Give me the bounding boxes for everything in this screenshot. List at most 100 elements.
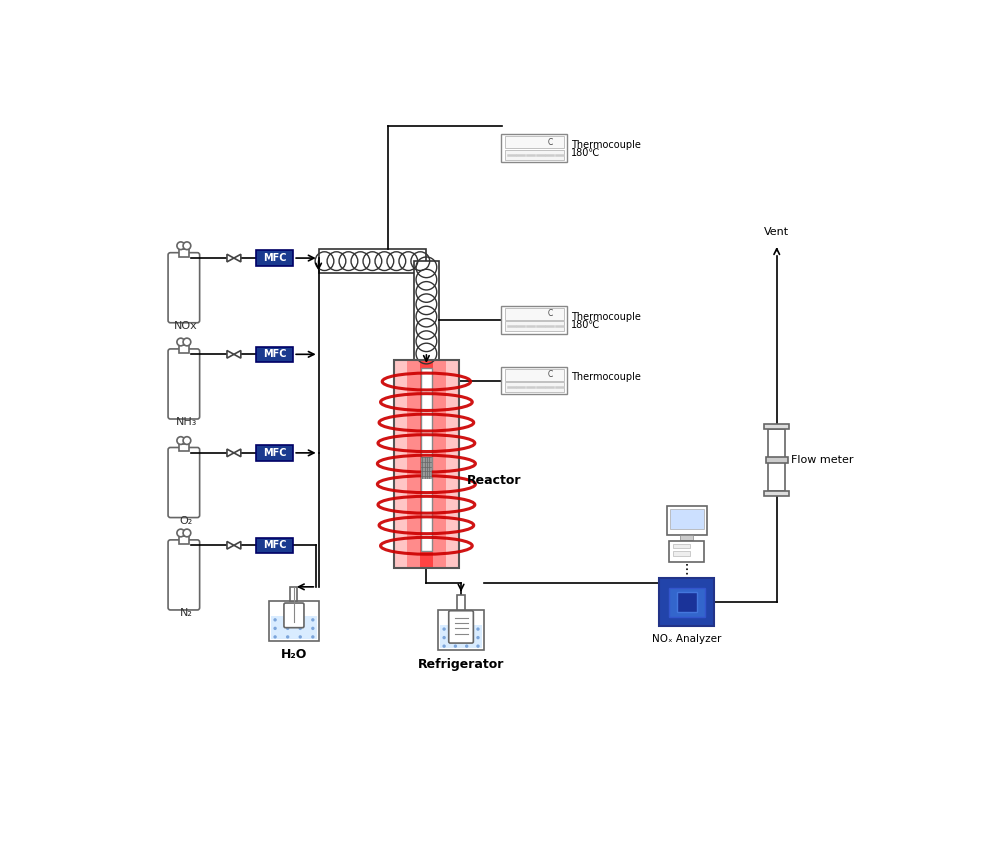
- Circle shape: [312, 618, 315, 622]
- Text: Thermocouple: Thermocouple: [571, 140, 641, 150]
- Circle shape: [454, 644, 457, 648]
- Bar: [421, 457, 431, 478]
- Bar: [433, 360, 446, 567]
- Bar: [414, 261, 439, 360]
- Text: MFC: MFC: [263, 448, 287, 458]
- Circle shape: [454, 628, 457, 631]
- Text: C: C: [548, 310, 553, 319]
- Circle shape: [442, 628, 446, 631]
- Bar: [291, 587, 298, 600]
- Bar: [501, 134, 567, 162]
- Circle shape: [299, 618, 302, 622]
- Bar: [457, 594, 465, 610]
- Text: MFC: MFC: [263, 540, 287, 550]
- Circle shape: [183, 338, 191, 346]
- Bar: [420, 360, 433, 567]
- Circle shape: [465, 636, 469, 639]
- Text: Thermocouple: Thermocouple: [571, 372, 641, 382]
- Text: NOx: NOx: [174, 321, 198, 332]
- Text: NOₓ Analyzer: NOₓ Analyzer: [652, 633, 721, 644]
- Bar: [504, 321, 564, 332]
- Bar: [179, 248, 189, 257]
- FancyBboxPatch shape: [168, 349, 200, 419]
- Text: MFC: MFC: [263, 349, 287, 360]
- Circle shape: [273, 618, 277, 622]
- Bar: [179, 444, 189, 451]
- Circle shape: [312, 627, 315, 630]
- Circle shape: [442, 644, 446, 648]
- Bar: [406, 360, 420, 567]
- Polygon shape: [226, 542, 233, 550]
- Circle shape: [312, 635, 315, 639]
- Bar: [676, 593, 696, 612]
- Polygon shape: [226, 449, 233, 457]
- Text: NH₃: NH₃: [175, 417, 197, 427]
- Bar: [667, 506, 707, 535]
- Bar: [256, 347, 293, 362]
- FancyBboxPatch shape: [284, 603, 304, 628]
- Circle shape: [477, 628, 480, 631]
- FancyBboxPatch shape: [449, 611, 474, 643]
- Bar: [504, 149, 564, 159]
- Polygon shape: [233, 350, 241, 358]
- Text: MFC: MFC: [263, 253, 287, 263]
- Bar: [680, 535, 693, 540]
- Circle shape: [442, 636, 446, 639]
- Text: 180℃: 180℃: [571, 320, 600, 330]
- Polygon shape: [226, 254, 233, 262]
- Circle shape: [183, 242, 191, 249]
- Bar: [670, 541, 704, 562]
- Bar: [438, 610, 485, 650]
- Bar: [504, 369, 564, 381]
- Text: Vent: Vent: [764, 226, 789, 237]
- Circle shape: [177, 338, 185, 346]
- Bar: [674, 551, 690, 556]
- Bar: [504, 382, 564, 392]
- Circle shape: [286, 635, 290, 639]
- Circle shape: [299, 635, 302, 639]
- Polygon shape: [233, 449, 241, 457]
- Circle shape: [286, 627, 290, 630]
- Bar: [179, 345, 189, 353]
- Bar: [271, 616, 316, 639]
- Polygon shape: [233, 254, 241, 262]
- Circle shape: [177, 529, 185, 537]
- Text: H₂O: H₂O: [281, 649, 308, 661]
- Bar: [504, 137, 564, 148]
- Bar: [394, 360, 459, 567]
- Bar: [504, 308, 564, 320]
- Bar: [440, 625, 482, 649]
- Bar: [768, 429, 785, 491]
- Circle shape: [465, 644, 469, 648]
- Bar: [501, 306, 567, 333]
- Bar: [446, 360, 459, 567]
- Bar: [256, 538, 293, 553]
- Bar: [659, 578, 714, 626]
- Circle shape: [477, 636, 480, 639]
- Bar: [394, 360, 406, 567]
- Bar: [420, 368, 432, 551]
- Text: C: C: [548, 137, 553, 147]
- Bar: [318, 248, 426, 273]
- Bar: [765, 457, 787, 463]
- Circle shape: [299, 627, 302, 630]
- Circle shape: [183, 437, 191, 444]
- Text: 180℃: 180℃: [571, 148, 600, 159]
- Circle shape: [177, 242, 185, 249]
- Bar: [269, 600, 319, 641]
- Circle shape: [454, 636, 457, 639]
- Bar: [179, 536, 189, 544]
- Circle shape: [286, 618, 290, 622]
- Circle shape: [273, 627, 277, 630]
- Circle shape: [273, 635, 277, 639]
- Text: O₂: O₂: [180, 516, 193, 526]
- FancyBboxPatch shape: [168, 448, 200, 517]
- Bar: [674, 544, 690, 549]
- Polygon shape: [226, 350, 233, 358]
- Bar: [669, 588, 705, 616]
- Bar: [670, 509, 703, 529]
- Text: C: C: [548, 371, 553, 379]
- Text: Thermocouple: Thermocouple: [571, 311, 641, 321]
- Circle shape: [465, 628, 469, 631]
- Polygon shape: [233, 542, 241, 550]
